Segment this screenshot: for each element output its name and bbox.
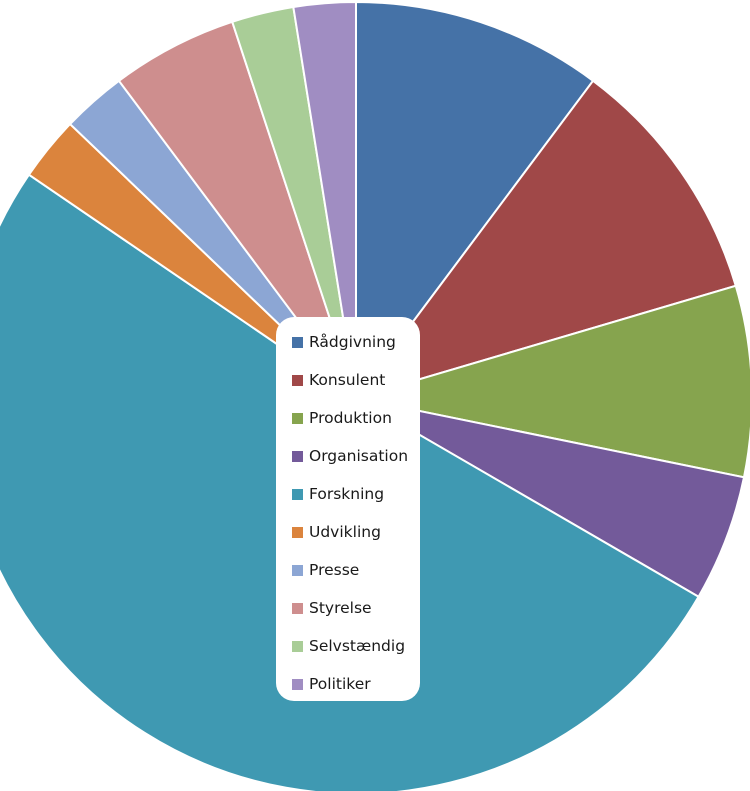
legend-label: Udvikling <box>309 523 381 541</box>
pie-slice-konsulent <box>353 79 738 400</box>
legend-swatch <box>292 450 303 462</box>
legend-item-produktion: Produktion <box>292 399 420 437</box>
legend-swatch <box>292 640 303 652</box>
legend-item-styrelse: Styrelse <box>292 589 420 627</box>
legend-item-presse: Presse <box>292 551 420 589</box>
legend-swatch <box>292 412 303 424</box>
legend-label: Organisation <box>309 447 409 465</box>
pie-slice-politiker <box>292 0 357 399</box>
legend-item-politiker: Politiker <box>292 665 420 703</box>
legend-item-organisation: Organisation <box>292 437 420 475</box>
legend: Rådgivning Konsulent Produktion Organisatio… <box>276 317 420 701</box>
legend-label: Presse <box>309 561 360 579</box>
legend-label: Forskning <box>309 485 385 503</box>
legend-swatch <box>292 602 303 614</box>
legend-swatch <box>292 526 303 538</box>
legend-swatch <box>292 336 303 348</box>
legend-item-konsulent: Konsulent <box>292 361 420 399</box>
legend-label: Styrelse <box>309 599 372 617</box>
legend-label: Rådgivning <box>309 333 396 351</box>
legend-item-udvikling: Udvikling <box>292 513 420 551</box>
legend-list: Rådgivning Konsulent Produktion Organisatio… <box>292 323 420 703</box>
legend-swatch <box>292 374 303 386</box>
legend-swatch <box>292 678 303 690</box>
pie-slice-produktion <box>355 284 750 479</box>
legend-item-forskning: Forskning <box>292 475 420 513</box>
legend-swatch <box>292 564 303 576</box>
legend-label: Politiker <box>309 675 371 693</box>
legend-label: Selvstændig <box>309 637 406 655</box>
legend-label: Konsulent <box>309 371 386 389</box>
legend-swatch <box>292 488 303 500</box>
legend-item-selvstaendig: Selvstændig <box>292 627 420 665</box>
legend-item-raadgivning: Rådgivning <box>292 323 420 361</box>
legend-label: Produktion <box>309 409 392 427</box>
pie-slice-raadgivning <box>355 0 595 402</box>
